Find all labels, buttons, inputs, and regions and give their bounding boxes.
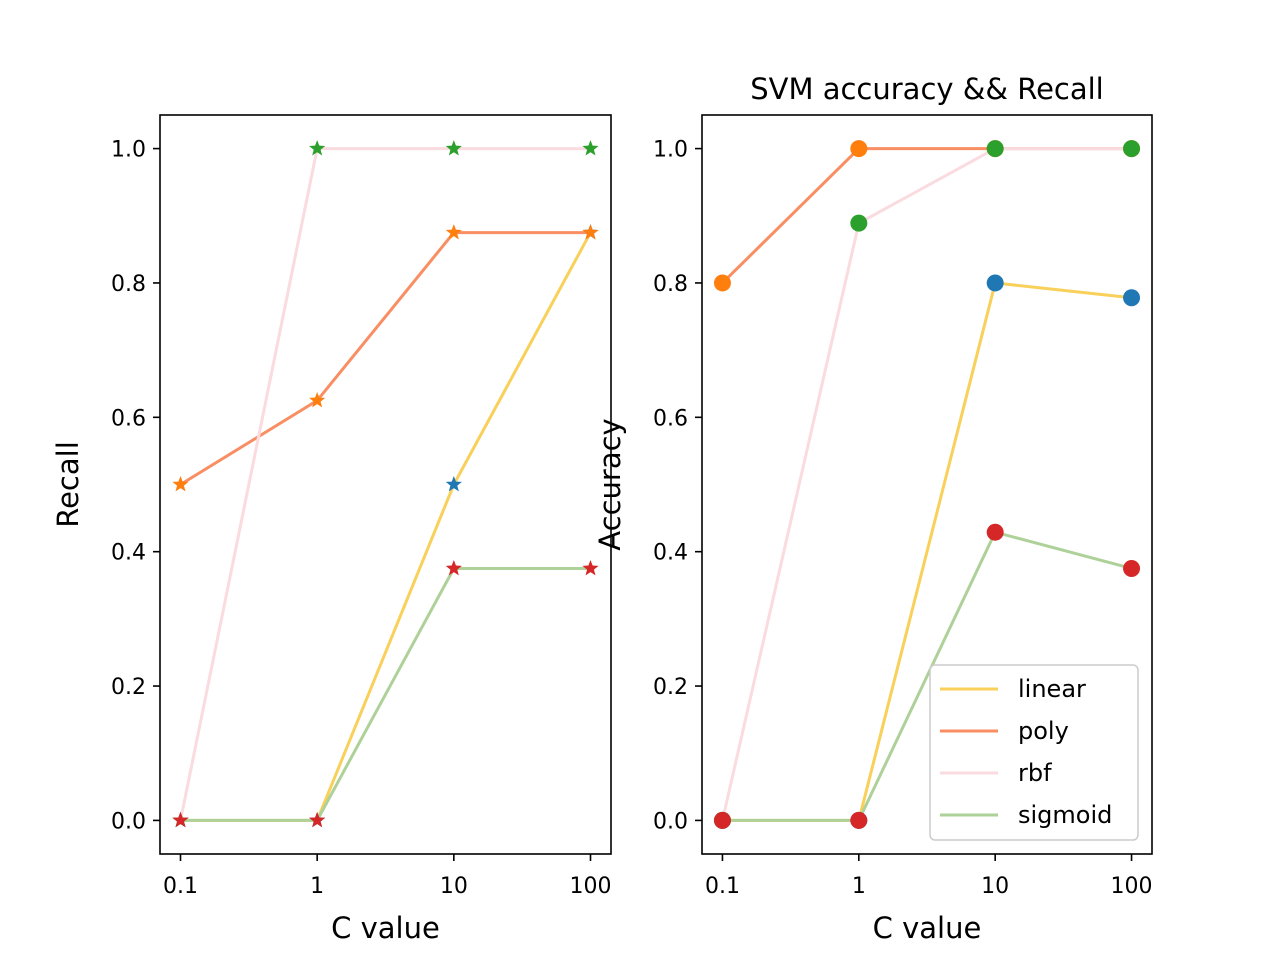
x-tick-label: 10 bbox=[981, 874, 1009, 899]
data-point-sigmoid bbox=[172, 811, 189, 828]
data-point-rbf bbox=[850, 214, 868, 232]
legend: linear poly rbf sigmoid bbox=[929, 664, 1139, 841]
accuracy-panel: 0.1 1 10 100 0.0 0.2 0.4 0.6 0.8 1.0 C value Accura… bbox=[593, 72, 1153, 945]
series-line-sigmoid bbox=[179, 566, 592, 822]
data-point-rbf bbox=[582, 140, 599, 156]
y-tick-label: 0.4 bbox=[111, 541, 146, 566]
x-tick-label: 100 bbox=[1111, 874, 1153, 899]
y-tick-label: 0.2 bbox=[111, 675, 146, 700]
y-tick-label: 0.6 bbox=[653, 406, 688, 431]
series-line-sigmoid bbox=[720, 530, 1134, 822]
y-axis-label: Accuracy bbox=[593, 418, 627, 550]
data-point-sigmoid bbox=[445, 559, 462, 576]
data-point-poly bbox=[713, 274, 731, 292]
axes-frame bbox=[159, 114, 612, 855]
data-point-sigmoid bbox=[713, 811, 731, 829]
data-point-poly bbox=[850, 140, 868, 158]
y-axis-label: Recall bbox=[51, 441, 85, 528]
legend-box bbox=[929, 664, 1139, 841]
y-tick-label: 0.8 bbox=[111, 272, 146, 297]
data-point-rbf bbox=[445, 140, 462, 156]
y-tick-label: 0.2 bbox=[653, 675, 688, 700]
data-point-sigmoid bbox=[582, 559, 599, 576]
x-axis-label: C value bbox=[331, 911, 440, 945]
data-point-poly bbox=[445, 224, 462, 240]
x-tick-label: 0.1 bbox=[163, 874, 198, 899]
data-point-sigmoid bbox=[1123, 559, 1141, 577]
y-tick-label: 0.6 bbox=[111, 406, 146, 431]
axes-frame bbox=[701, 114, 1153, 855]
x-axis-label: C value bbox=[873, 911, 982, 945]
x-tick-label: 1 bbox=[310, 874, 324, 899]
data-point-sigmoid bbox=[309, 811, 326, 828]
data-point-linear bbox=[445, 476, 462, 492]
series-line-poly bbox=[179, 231, 592, 486]
legend-label-linear: linear bbox=[1018, 675, 1086, 703]
x-tick-label: 1 bbox=[852, 874, 866, 899]
y-tick-label: 0.0 bbox=[653, 809, 688, 834]
chart-title: SVM accuracy && Recall bbox=[750, 72, 1104, 106]
y-tick-label: 1.0 bbox=[653, 138, 688, 163]
x-tick-label: 0.1 bbox=[705, 874, 740, 899]
recall-panel: 0.1 1 10 100 0.0 0.2 0.4 0.6 0.8 1.0 C value Recall bbox=[51, 114, 612, 945]
data-point-rbf bbox=[1123, 140, 1141, 158]
legend-label-poly: poly bbox=[1018, 717, 1069, 745]
x-tick-label: 10 bbox=[440, 874, 468, 899]
data-point-sigmoid bbox=[850, 811, 868, 829]
y-tick-label: 0.4 bbox=[653, 541, 688, 566]
y-tick-label: 1.0 bbox=[111, 138, 146, 163]
data-point-sigmoid bbox=[986, 523, 1004, 541]
y-tick-label: 0.0 bbox=[111, 809, 146, 834]
y-tick-label: 0.8 bbox=[653, 272, 688, 297]
data-point-linear bbox=[1123, 289, 1141, 307]
data-point-rbf bbox=[986, 140, 1004, 158]
legend-label-sigmoid: sigmoid bbox=[1018, 801, 1112, 829]
data-point-linear bbox=[986, 274, 1004, 292]
data-point-rbf bbox=[309, 140, 326, 156]
x-tick-label: 100 bbox=[570, 874, 612, 899]
legend-label-rbf: rbf bbox=[1018, 759, 1052, 787]
series-line-rbf bbox=[720, 147, 1134, 822]
data-point-poly bbox=[309, 392, 326, 408]
series-line-rbf bbox=[179, 147, 592, 822]
data-point-poly bbox=[172, 476, 189, 492]
data-point-poly bbox=[582, 224, 599, 240]
